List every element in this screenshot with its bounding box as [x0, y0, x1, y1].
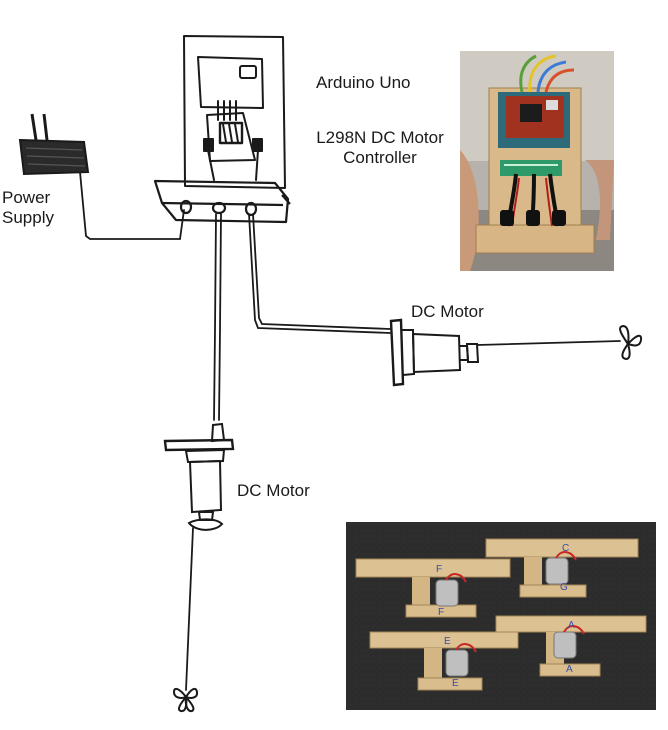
power-supply-label-line2: Supply	[2, 208, 54, 228]
motor-mounts-photo: F C G F E A A E	[346, 522, 656, 710]
controller-label-line2: Controller	[343, 148, 417, 168]
motor-right-label: DC Motor	[411, 302, 484, 321]
controller-label: L298N DC Motor Controller	[300, 128, 460, 169]
photo-letter: F	[438, 607, 444, 618]
photo-letter: F	[436, 564, 442, 575]
propeller-right-icon	[619, 324, 643, 361]
photo-letter: E	[444, 636, 451, 647]
photo-letter: E	[452, 678, 459, 689]
motor-right-sketch	[389, 318, 480, 387]
wires	[79, 171, 621, 691]
arduino-label: Arduino Uno	[316, 73, 411, 92]
power-supply-sketch	[18, 113, 90, 176]
photo-letter: G	[560, 582, 568, 593]
propeller-bottom-icon	[172, 687, 199, 713]
photo-letter: A	[566, 664, 573, 675]
photo-letter: C	[562, 543, 569, 554]
motor-bottom-label: DC Motor	[237, 481, 310, 500]
controller-label-line1: L298N DC Motor	[316, 128, 444, 147]
controller-photo	[460, 51, 614, 271]
arduino-sketch	[183, 35, 286, 189]
power-supply-label: Power Supply	[2, 188, 54, 229]
power-supply-label-line1: Power	[2, 188, 51, 207]
photo-letter: A	[568, 620, 575, 631]
controller-base-sketch	[153, 179, 291, 224]
motor-bottom-sketch	[163, 422, 235, 531]
